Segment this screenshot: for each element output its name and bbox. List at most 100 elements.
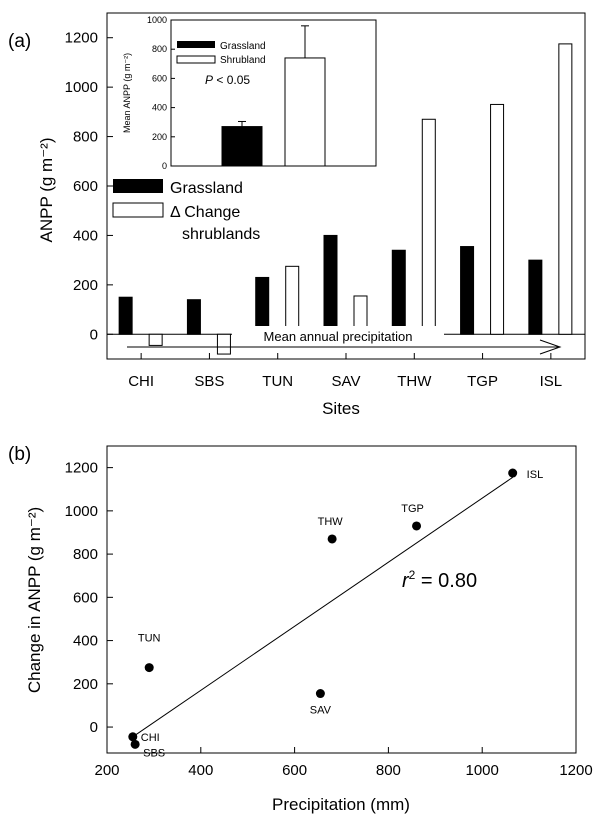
bar-grassland <box>186 299 201 335</box>
data-point <box>130 739 140 749</box>
panel-b-xlabel: Precipitation (mm) <box>272 795 410 814</box>
panel-a: (a) 0 200 400 600 800 1000 1200 CHI SBS TUN SAV TH… <box>8 12 586 418</box>
data-point-label: TUN <box>138 633 161 645</box>
y-tick-label: 0 <box>90 719 98 736</box>
panel-b-ylabel: Change in ANPP (g m⁻²) <box>25 507 44 693</box>
y-tick-label: 400 <box>73 633 98 650</box>
inset-y-tick-label: 400 <box>152 103 167 113</box>
legend-change-label-line2: shrublands <box>182 226 260 243</box>
bar-grassland <box>118 296 133 335</box>
panel-b-frame <box>106 445 577 754</box>
precipitation-arrow: Mean annual precipitation <box>127 326 562 355</box>
bar-change-shrubland <box>421 118 436 335</box>
data-point <box>327 534 337 544</box>
legend-change-label: Δ Change <box>170 204 240 221</box>
r2-symbol: r <box>402 570 410 592</box>
y-tick-label: 0 <box>90 326 98 343</box>
x-tick-label: SBS <box>194 373 224 390</box>
y-tick-label: 600 <box>73 178 98 195</box>
data-point <box>144 663 154 673</box>
bar-grassland <box>255 276 270 335</box>
legend-grassland-swatch <box>113 179 163 193</box>
bar-grassland <box>460 246 475 335</box>
inset-y-tick-label: 0 <box>162 161 167 171</box>
x-tick-label: 1200 <box>559 762 592 779</box>
x-tick-label: TUN <box>262 373 293 390</box>
data-point-label: ISL <box>527 469 544 481</box>
inset-chart: 0 200 400 600 800 1000 Mean ANPP (g m⁻²) Gras… <box>122 15 377 171</box>
inset-ylabel: Mean ANPP (g m⁻²) <box>122 53 132 133</box>
y-tick-label: 200 <box>73 277 98 294</box>
panel-a-x-axis: CHI SBS TUN SAV THW TGP ISL <box>128 353 562 390</box>
x-tick-label: SAV <box>332 373 361 390</box>
inset-y-tick-label: 600 <box>152 73 167 83</box>
inset-p-symbol: P <box>205 73 213 87</box>
data-point <box>508 468 518 478</box>
panel-a-label: (a) <box>8 31 31 52</box>
y-tick-label: 1200 <box>65 30 98 47</box>
precipitation-arrow-label: Mean annual precipitation <box>264 329 413 344</box>
panel-a-legend: Grassland Δ Change shrublands <box>112 179 260 243</box>
x-tick-label: 200 <box>94 762 119 779</box>
r2-annotation: r2 = 0.80 <box>402 568 477 592</box>
y-tick-label: 200 <box>73 676 98 693</box>
r2-value: = 0.80 <box>415 570 477 592</box>
panel-b-x-axis: 200 400 600 800 1000 1200 <box>94 747 593 779</box>
panel-b-label: (b) <box>8 444 31 465</box>
y-tick-label: 800 <box>73 546 98 563</box>
bar-grassland <box>391 249 406 335</box>
inset-legend-shrubland-label: Shrubland <box>220 55 266 66</box>
y-tick-label: 1000 <box>65 79 98 96</box>
data-point-label: SBS <box>143 747 165 759</box>
panel-a-y-axis: 0 200 400 600 800 1000 1200 <box>65 30 113 343</box>
precipitation-label-bg <box>232 326 444 344</box>
y-tick-label: 800 <box>73 129 98 146</box>
inset-p-annotation: P < 0.05 <box>205 73 250 87</box>
panel-b-points: CHI SBS TUN SAV THW TGP ISL <box>128 468 544 759</box>
y-tick-label: 400 <box>73 227 98 244</box>
inset-bars <box>221 25 326 167</box>
inset-bar-grassland <box>221 126 263 167</box>
x-tick-label: ISL <box>540 373 563 390</box>
panel-a-ylabel: ANPP (g m⁻²) <box>37 137 56 242</box>
data-point <box>315 689 325 699</box>
bar-change-shrubland <box>490 103 505 335</box>
inset-legend-shrubland-swatch <box>176 55 216 64</box>
panel-b-y-axis: 0 200 400 600 800 1000 1200 <box>65 460 113 736</box>
r2-superscript: 2 <box>409 568 416 582</box>
bar-grassland <box>323 234 338 335</box>
fit-line <box>132 476 513 738</box>
data-point <box>412 521 422 531</box>
x-tick-label: THW <box>397 373 432 390</box>
data-point <box>128 732 138 742</box>
inset-y-tick-label: 1000 <box>147 15 167 25</box>
inset-y-tick-label: 800 <box>152 44 167 54</box>
x-tick-label: 1000 <box>466 762 499 779</box>
inset-legend-grassland-label: Grassland <box>220 41 266 52</box>
panel-a-bars <box>118 43 573 355</box>
panel-a-xlabel: Sites <box>322 399 360 418</box>
x-tick-label: CHI <box>128 373 154 390</box>
x-tick-label: 600 <box>282 762 307 779</box>
data-point-label: SAV <box>310 705 332 717</box>
inset-legend-grassland-swatch <box>177 41 215 48</box>
y-tick-label: 1000 <box>65 503 98 520</box>
bar-change-shrubland <box>216 333 231 355</box>
bar-change-shrubland <box>148 333 163 346</box>
precipitation-arrow-head <box>539 339 562 355</box>
panel-b: (b) 0 200 400 600 800 1000 1200 200 400 600 800 10… <box>8 444 593 814</box>
data-point-label: TGP <box>401 503 424 515</box>
inset-bar-shrubland <box>284 57 326 167</box>
data-point-label: THW <box>318 516 344 528</box>
legend-change-swatch <box>112 202 164 218</box>
inset-y-tick-label: 200 <box>152 132 167 142</box>
x-tick-label: 800 <box>376 762 401 779</box>
y-tick-label: 1200 <box>65 460 98 477</box>
bar-change-shrubland <box>558 43 573 335</box>
inset-y-axis: 0 200 400 600 800 1000 <box>147 15 175 171</box>
bar-grassland <box>528 259 543 335</box>
y-tick-label: 600 <box>73 589 98 606</box>
legend-grassland-label: Grassland <box>170 180 243 197</box>
data-point-label: CHI <box>141 732 160 744</box>
